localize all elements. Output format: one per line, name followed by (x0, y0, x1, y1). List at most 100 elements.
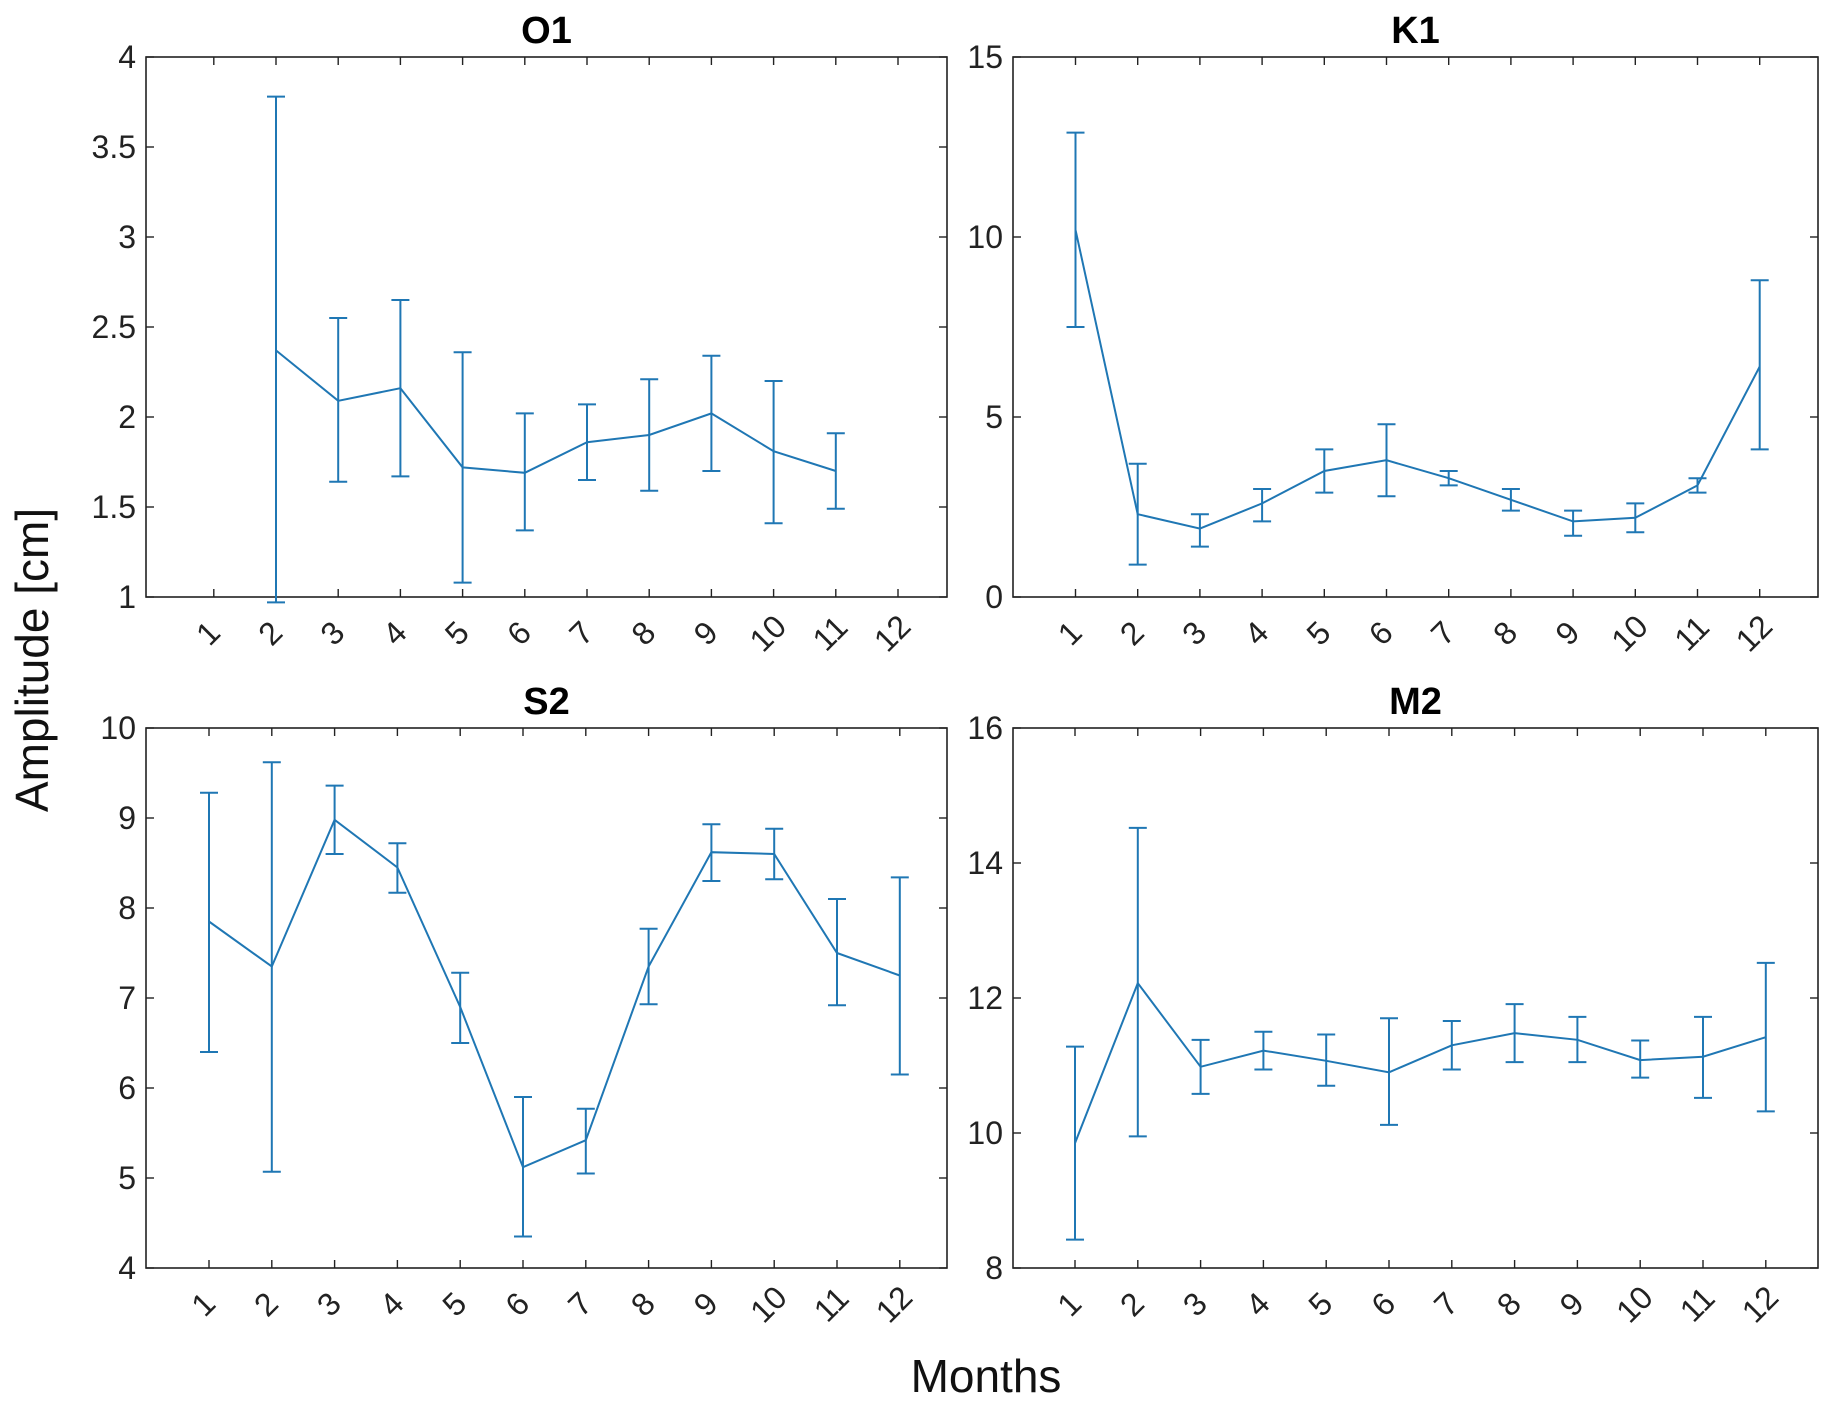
x-tick-label: 11 (1667, 609, 1716, 658)
error-bar (262, 761, 281, 1173)
y-tick-label: 1.5 (92, 489, 136, 525)
x-tick-label: 8 (1490, 1285, 1528, 1323)
error-bar (1626, 502, 1645, 534)
x-tick-label: 3 (1175, 614, 1213, 652)
x-tick-label: 6 (498, 1285, 536, 1323)
error-bar (1191, 1038, 1210, 1095)
y-tick-label: 15 (967, 39, 1003, 75)
error-bar (514, 1096, 532, 1238)
x-tick-label: 7 (562, 614, 600, 652)
error-bar (1442, 1019, 1461, 1071)
x-tick-label: 4 (1237, 614, 1275, 652)
error-bar (826, 432, 845, 510)
y-tick-label: 6 (118, 1070, 136, 1106)
x-tick-label: 12 (867, 608, 918, 659)
x-tick-label: 12 (1729, 608, 1780, 659)
x-tick-label: 11 (1673, 1280, 1722, 1329)
chart-title: O1 (521, 10, 572, 52)
x-tick-label: 2 (1113, 1285, 1151, 1323)
y-tick-label: 9 (118, 800, 136, 836)
error-bar (639, 927, 658, 1006)
plot-frame (145, 727, 948, 1269)
y-tick-label: 12 (967, 980, 1003, 1016)
plot-frame (145, 56, 948, 598)
x-tick-label: 8 (1486, 614, 1524, 652)
error-bar (329, 317, 348, 483)
error-bar (702, 823, 721, 882)
error-bar (1505, 1003, 1524, 1064)
error-bar (1066, 131, 1085, 328)
error-bar (1380, 1017, 1398, 1126)
y-tick-label: 4 (118, 39, 136, 75)
y-tick-label: 5 (985, 399, 1003, 435)
series-line-k1 (1074, 229, 1761, 530)
error-bar (578, 403, 596, 481)
series-line-m2 (1074, 981, 1767, 1144)
x-tick-label: 10 (1609, 1279, 1660, 1330)
y-tick-label: 10 (100, 710, 136, 746)
error-bar (1750, 279, 1769, 451)
x-tick-label: 1 (189, 614, 227, 652)
error-bar (267, 95, 285, 604)
error-bar (391, 299, 410, 478)
x-tick-label: 2 (1113, 614, 1151, 652)
x-tick-label: 4 (376, 614, 414, 652)
x-tick-label: 1 (184, 1285, 222, 1323)
x-tick-label: 9 (687, 1285, 725, 1323)
y-tick-label: 14 (967, 845, 1003, 881)
x-tick-label: 2 (251, 614, 289, 652)
x-tick-label: 10 (743, 1279, 794, 1330)
x-tick-label: 6 (500, 614, 538, 652)
error-bar (1564, 509, 1583, 537)
series-line-o1 (275, 349, 837, 474)
error-bar (325, 784, 344, 855)
error-bar (1377, 423, 1396, 498)
x-axis-label: Months (911, 1350, 1062, 1402)
x-tick-label: 1 (1050, 1285, 1088, 1323)
x-tick-label: 3 (1176, 1285, 1214, 1323)
y-tick-label: 8 (118, 890, 136, 926)
x-tick-label: 1 (1051, 614, 1089, 652)
series-line-s2 (208, 818, 901, 1169)
x-tick-label: 12 (1735, 1279, 1786, 1330)
x-tick-label: 8 (624, 614, 662, 652)
error-bar (1694, 1015, 1712, 1099)
x-tick-label: 9 (1548, 614, 1586, 652)
x-tick-label: 7 (1427, 1285, 1465, 1323)
error-bar (1439, 470, 1458, 487)
y-tick-label: 7 (118, 980, 136, 1016)
y-tick-label: 16 (967, 710, 1003, 746)
error-bar (1317, 1033, 1336, 1087)
x-tick-label: 10 (743, 608, 794, 659)
error-bar (640, 378, 659, 492)
y-tick-label: 2.5 (92, 309, 136, 345)
x-tick-label: 3 (310, 1285, 348, 1323)
error-bar (200, 791, 218, 1053)
x-tick-label: 11 (807, 1280, 856, 1329)
x-tick-label: 4 (373, 1285, 411, 1323)
x-tick-label: 9 (687, 614, 725, 652)
y-tick-label: 10 (967, 1115, 1003, 1151)
x-tick-label: 7 (561, 1285, 599, 1323)
x-tick-label: 3 (313, 614, 351, 652)
x-tick-label: 2 (247, 1285, 285, 1323)
y-tick-label: 2 (118, 399, 136, 435)
x-tick-label: 7 (1424, 614, 1462, 652)
error-bar (765, 827, 784, 881)
y-tick-label: 3.5 (92, 129, 136, 165)
error-bar (388, 842, 407, 894)
error-bar (1066, 1045, 1084, 1241)
x-tick-label: 5 (1301, 1285, 1339, 1323)
x-tick-label: 5 (435, 1285, 473, 1323)
chart-title: S2 (523, 681, 569, 723)
x-tick-label: 5 (1300, 614, 1338, 652)
y-tick-label: 3 (118, 219, 136, 255)
plot-frame (1012, 56, 1819, 598)
chart-title: M2 (1389, 681, 1442, 723)
error-bar (1254, 1030, 1273, 1071)
error-bar (1128, 462, 1147, 566)
x-tick-label: 11 (806, 609, 855, 658)
